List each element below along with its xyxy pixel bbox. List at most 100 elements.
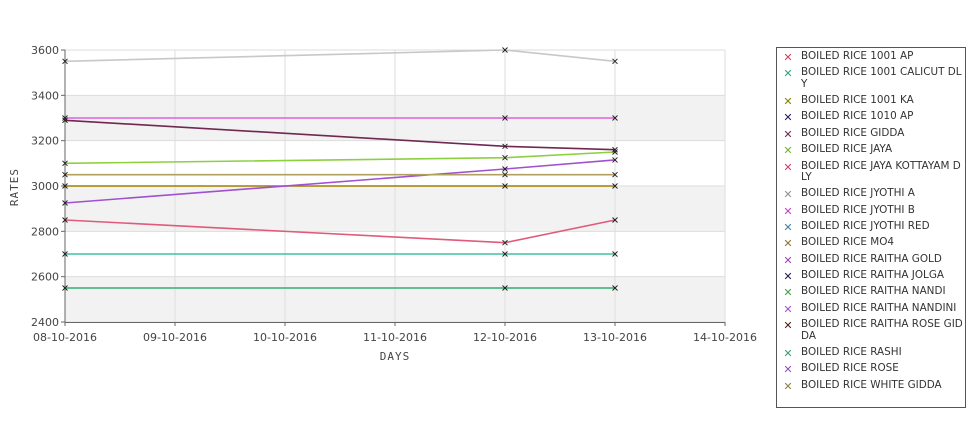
data-point [502, 47, 508, 53]
data-point [62, 200, 68, 206]
y-tick-label: 2400 [31, 316, 59, 329]
data-point [612, 171, 618, 178]
legend-item: ✕ BOILED RICE 1001 CALICUT DLY [781, 67, 963, 90]
legend-item-label: BOILED RICE RAITHA NANDINI [801, 301, 957, 314]
y-tick-label: 2800 [31, 225, 59, 238]
legend-item-label: BOILED RICE RASHI [801, 345, 902, 358]
legend-item: ✕ BOILED RICE WHITE GIDDA [781, 378, 963, 393]
legend-item-label: BOILED RICE RAITHA JOLGA [801, 269, 944, 282]
legend-item: ✕ BOILED RICE RAITHA NANDI [781, 285, 963, 299]
data-point [502, 115, 508, 121]
data-point [612, 58, 618, 65]
x-tick-label: 11-10-2016 [363, 331, 427, 344]
legend-x-marker-icon: ✕ [783, 94, 793, 108]
legend-item-label: BOILED RICE ROSE [801, 362, 899, 375]
data-point [62, 115, 68, 121]
legend-item: ✕ BOILED RICE RASHI [781, 345, 963, 360]
tick-labels: 2400 2600 2800 3000 3200 3400 3600 08-10-2016 09… [31, 44, 757, 344]
legend-item-label: BOILED RICE GIDDA [801, 126, 905, 139]
data-point [502, 183, 508, 189]
data-point [612, 157, 618, 163]
data-point [502, 154, 508, 161]
legend-item-label: BOILED RICE RAITHA GOLD [801, 252, 942, 265]
legend-item: ✕ BOILED RICE RAITHA GOLD [781, 252, 963, 267]
legend-item-label: BOILED RICE JAYA KOTTAYAM DLY [801, 159, 961, 184]
legend-x-marker-icon: ✕ [783, 51, 793, 64]
legend-item: ✕ BOILED RICE JAYA KOTTAYAM DLY [781, 159, 963, 184]
legend-item: ✕ BOILED RICE RAITHA NANDINI [781, 301, 963, 316]
legend-item-label: BOILED RICE JYOTHI B [801, 203, 915, 216]
y-tick-label: 3200 [31, 135, 59, 148]
legend-x-marker-icon: ✕ [783, 302, 793, 316]
x-tick-label: 12-10-2016 [473, 331, 537, 344]
legend-x-marker-icon: ✕ [783, 160, 793, 174]
x-axis-title: DAYS [380, 350, 411, 363]
legend-x-marker-icon: ✕ [783, 188, 793, 202]
legend-item: ✕ BOILED RICE 1001 AP [781, 50, 963, 64]
data-point [612, 146, 618, 153]
legend-item-label: BOILED RICE MO4 [801, 236, 895, 249]
x-tick-label: 09-10-2016 [143, 331, 207, 344]
data-point [612, 183, 618, 189]
data-point [62, 171, 68, 178]
legend-x-marker-icon: ✕ [783, 204, 793, 218]
data-point [62, 117, 68, 124]
y-tick-label: 3000 [31, 180, 59, 193]
legend-item: ✕ BOILED RICE JYOTHI B [781, 203, 963, 218]
x-tick-label: 13-10-2016 [583, 331, 647, 344]
legend-x-marker-icon: ✕ [783, 237, 793, 251]
legend-x-marker-icon: ✕ [783, 127, 793, 141]
legend-item: ✕ BOILED RICE 1001 KA [781, 93, 963, 108]
legend-item: ✕ BOILED RICE GIDDA [781, 126, 963, 141]
chart-legend: ✕ BOILED RICE 1001 AP ✕ BOILED RICE 1001 CA… [776, 47, 966, 408]
data-point [62, 217, 68, 223]
legend-x-marker-icon: ✕ [783, 220, 793, 234]
y-tick-label: 3400 [31, 89, 59, 102]
x-tick-label: 10-10-2016 [253, 331, 317, 344]
data-point [62, 251, 68, 257]
series-points [62, 47, 618, 291]
legend-item-label: BOILED RICE JYOTHI RED [801, 219, 930, 232]
y-axis-title: RATES [8, 168, 21, 206]
legend-item-label: BOILED RICE 1001 KA [801, 93, 914, 106]
legend-item-label: BOILED RICE 1010 AP [801, 110, 914, 123]
data-point [502, 239, 508, 246]
legend-item-label: BOILED RICE JAYA [801, 143, 893, 156]
legend-x-marker-icon: ✕ [783, 363, 793, 377]
legend-item-label: BOILED RICE RAITHA ROSE GIDDA [801, 318, 963, 342]
legend-item-label: BOILED RICE RAITHA NANDI [801, 285, 946, 298]
data-point [612, 115, 618, 121]
data-point [612, 149, 618, 155]
data-point [502, 285, 508, 291]
data-point [502, 251, 508, 257]
data-point [62, 160, 68, 167]
legend-x-marker-icon: ✕ [783, 270, 793, 284]
legend-item: ✕ BOILED RICE JYOTHI A [781, 187, 963, 202]
x-tick-label: 14-10-2016 [693, 331, 757, 344]
y-tick-label: 3600 [31, 44, 59, 57]
legend-item: ✕ BOILED RICE ROSE [781, 362, 963, 377]
data-point [612, 217, 618, 223]
legend-item: ✕ BOILED RICE JYOTHI RED [781, 219, 963, 234]
data-point [62, 285, 68, 291]
data-point [502, 166, 508, 172]
legend-item-label: BOILED RICE JYOTHI A [801, 187, 915, 200]
legend-x-marker-icon: ✕ [783, 67, 793, 81]
legend-item: ✕ BOILED RICE RAITHA ROSE GIDDA [781, 318, 963, 342]
legend-x-marker-icon: ✕ [783, 253, 793, 267]
legend-item: ✕ BOILED RICE RAITHA JOLGA [781, 269, 963, 284]
legend-x-marker-icon: ✕ [783, 144, 793, 158]
legend-x-marker-icon: ✕ [783, 319, 793, 333]
x-tick-label: 08-10-2016 [33, 331, 97, 344]
data-point [612, 251, 618, 257]
legend-item: ✕ BOILED RICE 1010 AP [781, 110, 963, 125]
legend-item: ✕ BOILED RICE JAYA [781, 143, 963, 158]
legend-x-marker-icon: ✕ [783, 379, 793, 393]
legend-x-marker-icon: ✕ [783, 346, 793, 360]
legend-item-label: BOILED RICE 1001 CALICUT DLY [801, 66, 962, 90]
legend-x-marker-icon: ✕ [783, 111, 793, 125]
data-point [62, 58, 68, 65]
legend-item-label: BOILED RICE WHITE GIDDA [801, 378, 942, 391]
data-point [502, 171, 508, 178]
legend-item: ✕ BOILED RICE MO4 [781, 236, 963, 251]
